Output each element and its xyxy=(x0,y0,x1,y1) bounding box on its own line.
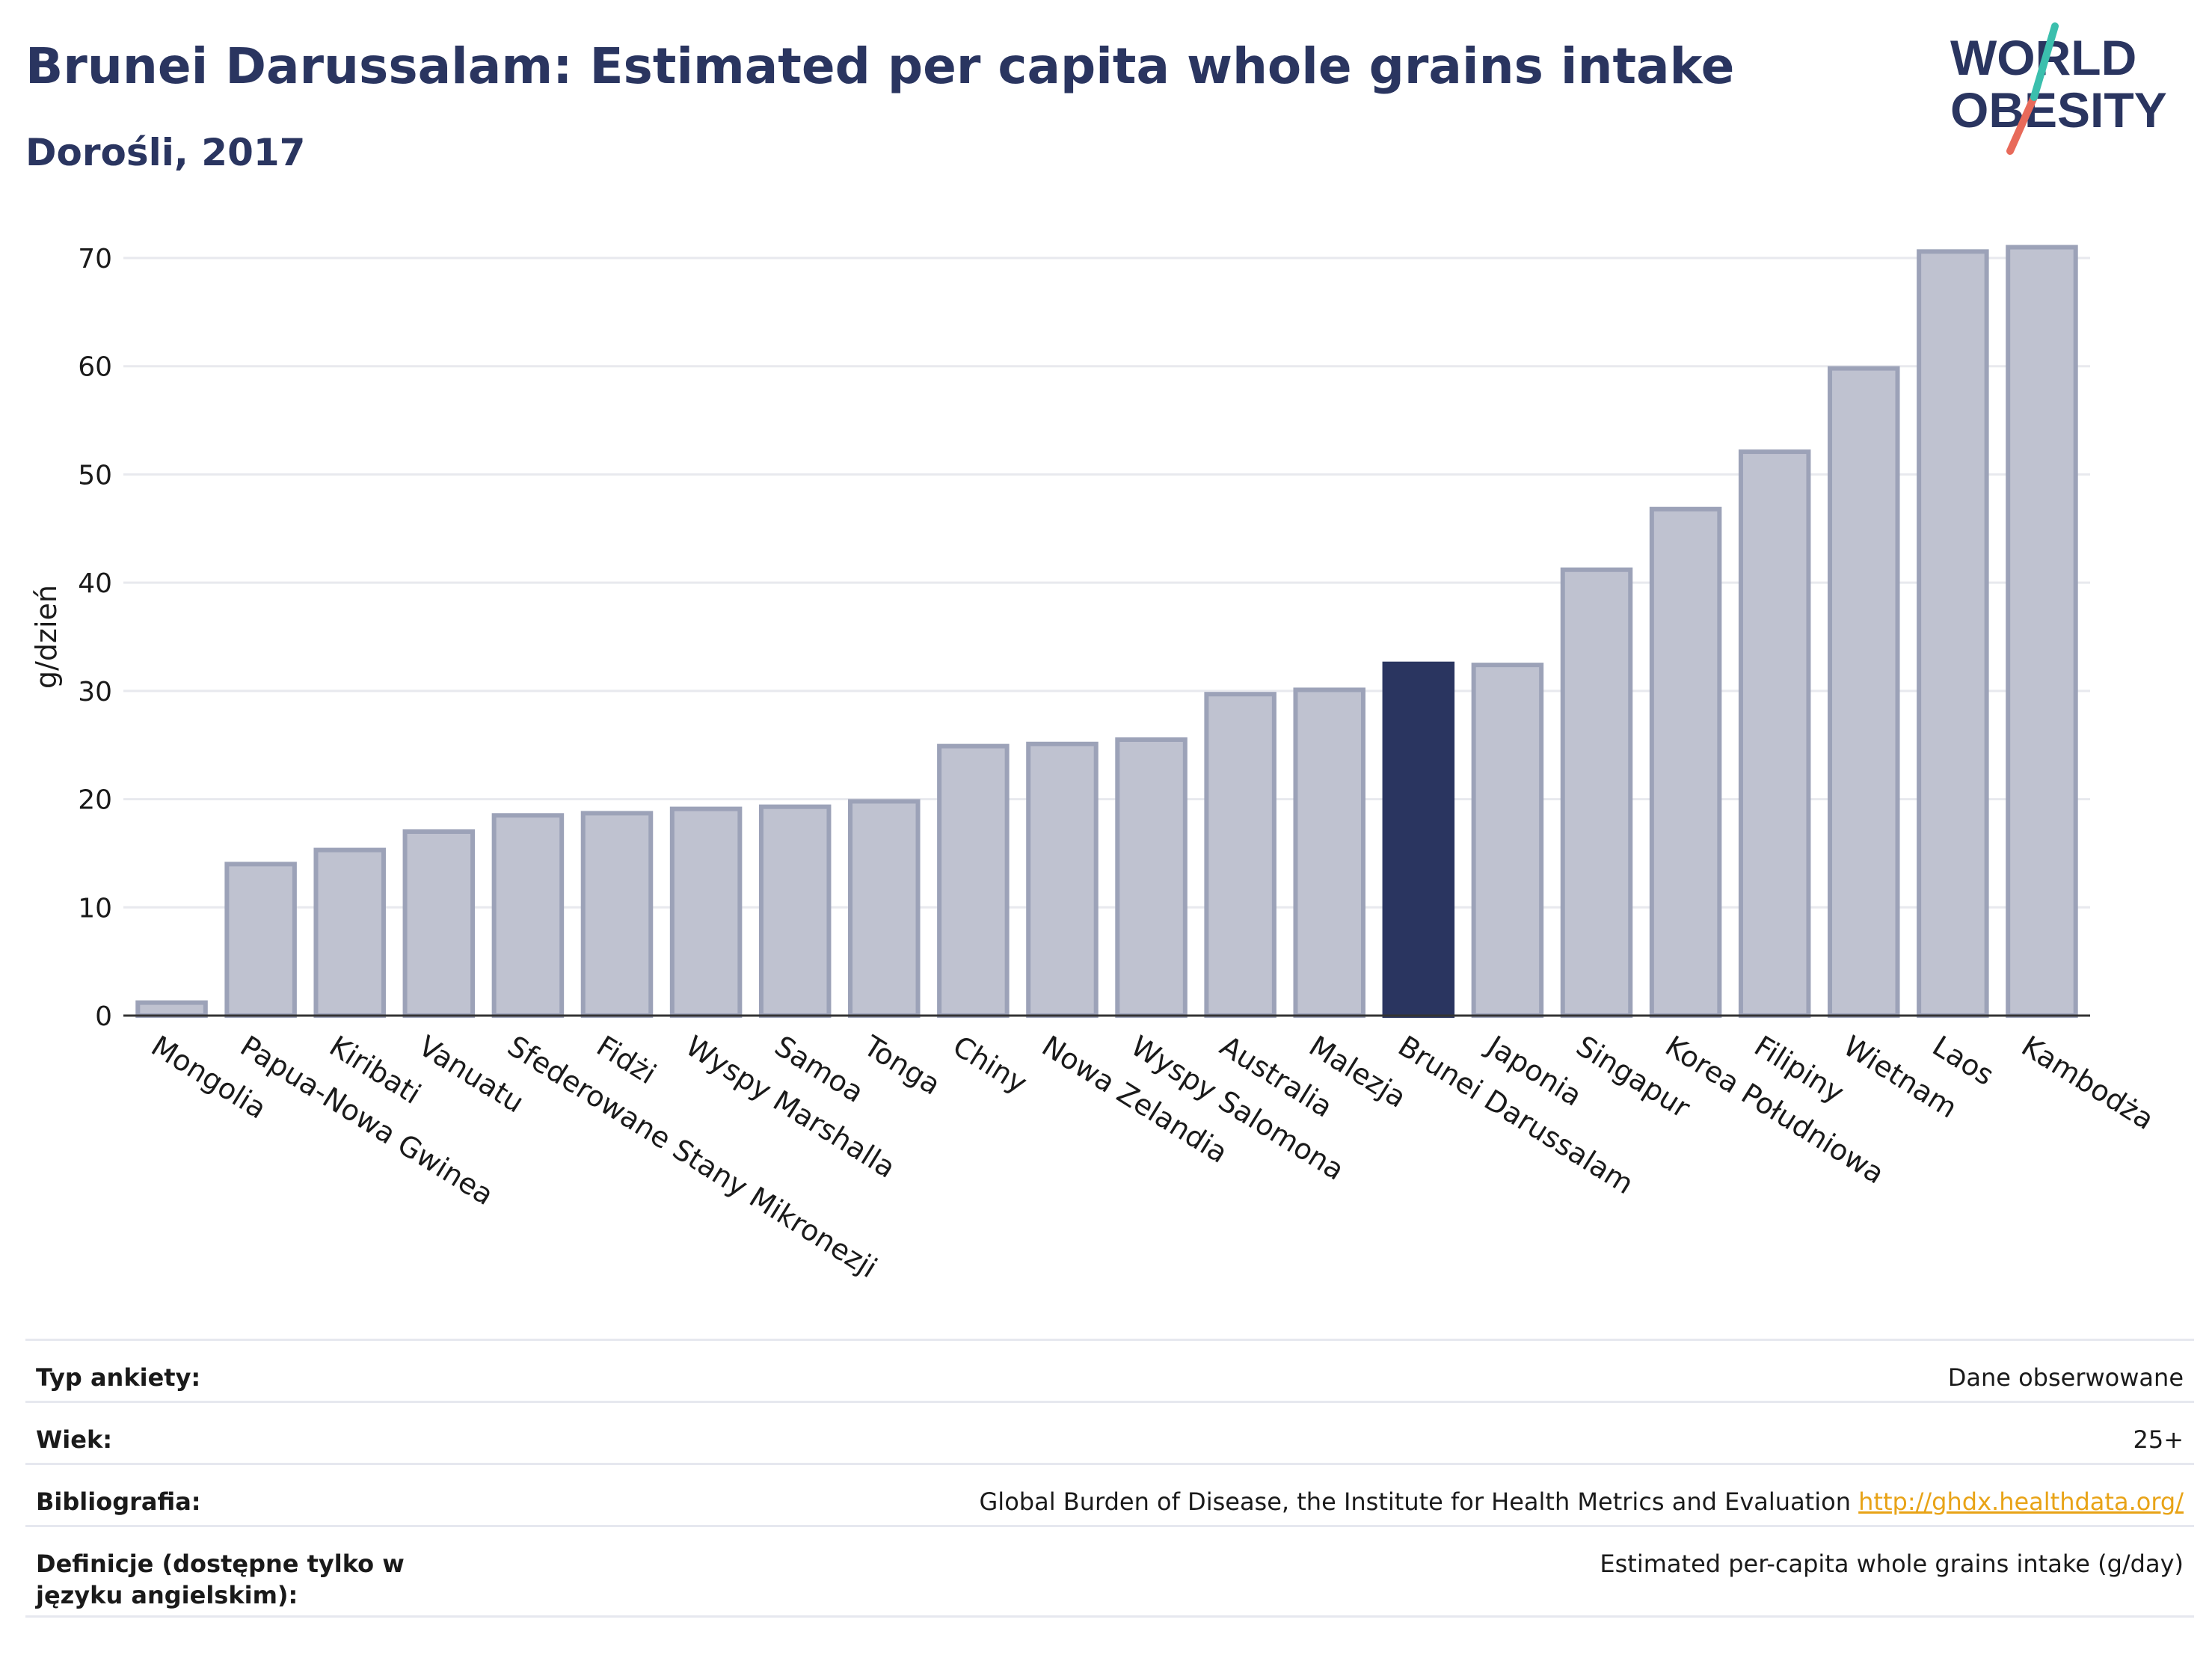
info-value-bibliography: Global Burden of Disease, the Institute … xyxy=(980,1486,2184,1517)
info-value: 25+ xyxy=(2133,1425,2184,1454)
info-key: Definicje (dostępne tylko w języku angie… xyxy=(36,1550,405,1609)
info-value: Estimated per-capita whole grains intake… xyxy=(1600,1550,2184,1578)
info-value: Dane obserwowane xyxy=(1947,1363,2184,1392)
info-key: Typ ankiety: xyxy=(36,1363,201,1392)
chart-title: Brunei Darussalam: Estimated per capita … xyxy=(25,37,1735,95)
bar-korea-południowa[interactable] xyxy=(1649,506,1722,1019)
info-key: Bibliografia: xyxy=(36,1487,201,1516)
y-tick-label: 50 xyxy=(78,460,112,491)
y-axis-label: g/dzień xyxy=(30,585,63,689)
bar-wyspy-salomona[interactable] xyxy=(1115,737,1188,1018)
bar-nowa-zelandia[interactable] xyxy=(1026,741,1099,1018)
bar-mongolia[interactable] xyxy=(135,1000,208,1018)
bar-vanuatu[interactable] xyxy=(402,829,476,1018)
bar-kambodża[interactable] xyxy=(2006,245,2078,1019)
bar-tonga[interactable] xyxy=(848,799,921,1018)
bar-samoa[interactable] xyxy=(758,804,832,1018)
y-tick-label: 0 xyxy=(95,1001,112,1032)
bar-singapur[interactable] xyxy=(1560,567,1633,1018)
bar-brunei-darussalam[interactable] xyxy=(1382,661,1455,1019)
y-tick-label: 40 xyxy=(78,568,112,599)
chart-subtitle: Dorośli, 2017 xyxy=(25,131,306,174)
y-tick-label: 30 xyxy=(78,677,112,707)
y-tick-label: 60 xyxy=(78,352,112,383)
info-row-definitions: Definicje (dostępne tylko w języku angie… xyxy=(25,1525,2194,1618)
bibliography-link[interactable]: http://ghdx.healthdata.org/ xyxy=(1858,1487,2184,1516)
info-row-survey-type: Typ ankiety: Dane obserwowane xyxy=(25,1339,2194,1401)
x-tick-label: Kambodża xyxy=(2016,1029,2160,1136)
info-key: Wiek: xyxy=(36,1425,113,1454)
bar-kiribati[interactable] xyxy=(313,847,386,1019)
bar-australia[interactable] xyxy=(1204,692,1276,1018)
y-tick-label: 10 xyxy=(78,893,112,924)
bar-sfederowane-stany-mikronezji[interactable] xyxy=(491,813,565,1018)
world-obesity-logo: WORLD OBESITY xyxy=(1950,22,2167,155)
bar-chart: 010203040506070g/dzieńMongoliaPapua-Nowa… xyxy=(30,244,2160,1284)
info-row-bibliography: Bibliografia: Global Burden of Disease, … xyxy=(25,1463,2194,1525)
bar-filipiny[interactable] xyxy=(1738,449,1811,1018)
bar-wyspy-marshalla[interactable] xyxy=(669,806,743,1018)
bar-fidżi[interactable] xyxy=(580,811,654,1018)
bar-chiny[interactable] xyxy=(937,743,1010,1018)
bar-laos[interactable] xyxy=(1917,249,1989,1019)
bar-wietnam[interactable] xyxy=(1828,366,1900,1018)
x-tick-label: Chiny xyxy=(947,1029,1033,1099)
bibliography-text: Global Burden of Disease, the Institute … xyxy=(979,1487,1851,1516)
x-tick-label: Tonga xyxy=(858,1029,947,1102)
bar-papua-nowa-gwinea[interactable] xyxy=(224,862,297,1019)
y-tick-label: 20 xyxy=(78,785,112,816)
y-tick-label: 70 xyxy=(78,244,112,274)
info-table: Typ ankiety: Dane obserwowane Wiek: 25+ … xyxy=(25,1339,2194,1618)
info-row-age: Wiek: 25+ xyxy=(25,1401,2194,1463)
bar-malezja[interactable] xyxy=(1293,687,1365,1018)
bar-japonia[interactable] xyxy=(1471,663,1544,1019)
logo-line2: OBESITY xyxy=(1950,82,2167,138)
